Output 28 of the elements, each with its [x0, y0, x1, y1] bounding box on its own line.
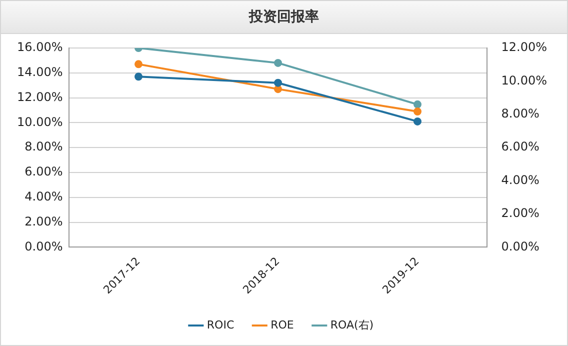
y-tick-label: 14.00%	[16, 65, 63, 80]
y-tick-label: 12.00%	[16, 90, 63, 104]
legend-label: ROE	[270, 318, 294, 332]
y2-tick-label: 12.00%	[501, 40, 548, 54]
chart-title: 投资回报率	[1, 1, 567, 34]
y2-tick-label: 2.00%	[501, 206, 540, 220]
point	[274, 85, 282, 94]
y-tick-label: 6.00%	[24, 164, 63, 179]
point	[413, 117, 422, 126]
legend-label: ROA(右)	[330, 318, 374, 332]
y-tick-label: 0.00%	[24, 239, 63, 254]
point	[413, 107, 422, 116]
point	[413, 100, 422, 108]
legend-label: ROIC	[206, 318, 234, 332]
y-tick-label: 8.00%	[24, 140, 63, 154]
y2-tick-label: 10.00%	[501, 73, 548, 88]
y2-tick-label: 4.00%	[501, 172, 540, 187]
point	[134, 60, 143, 68]
y-tick-label: 2.00%	[24, 214, 63, 228]
y-tick-label: 10.00%	[16, 114, 63, 129]
y-tick-label: 4.00%	[24, 190, 63, 204]
point	[134, 72, 143, 81]
point	[274, 78, 282, 87]
y-tick-label: 16.00%	[16, 40, 63, 54]
point	[274, 58, 282, 67]
y2-tick-label: 0.00%	[501, 239, 540, 254]
y2-tick-label: 6.00%	[501, 140, 540, 154]
y2-tick-label: 8.00%	[501, 106, 540, 121]
